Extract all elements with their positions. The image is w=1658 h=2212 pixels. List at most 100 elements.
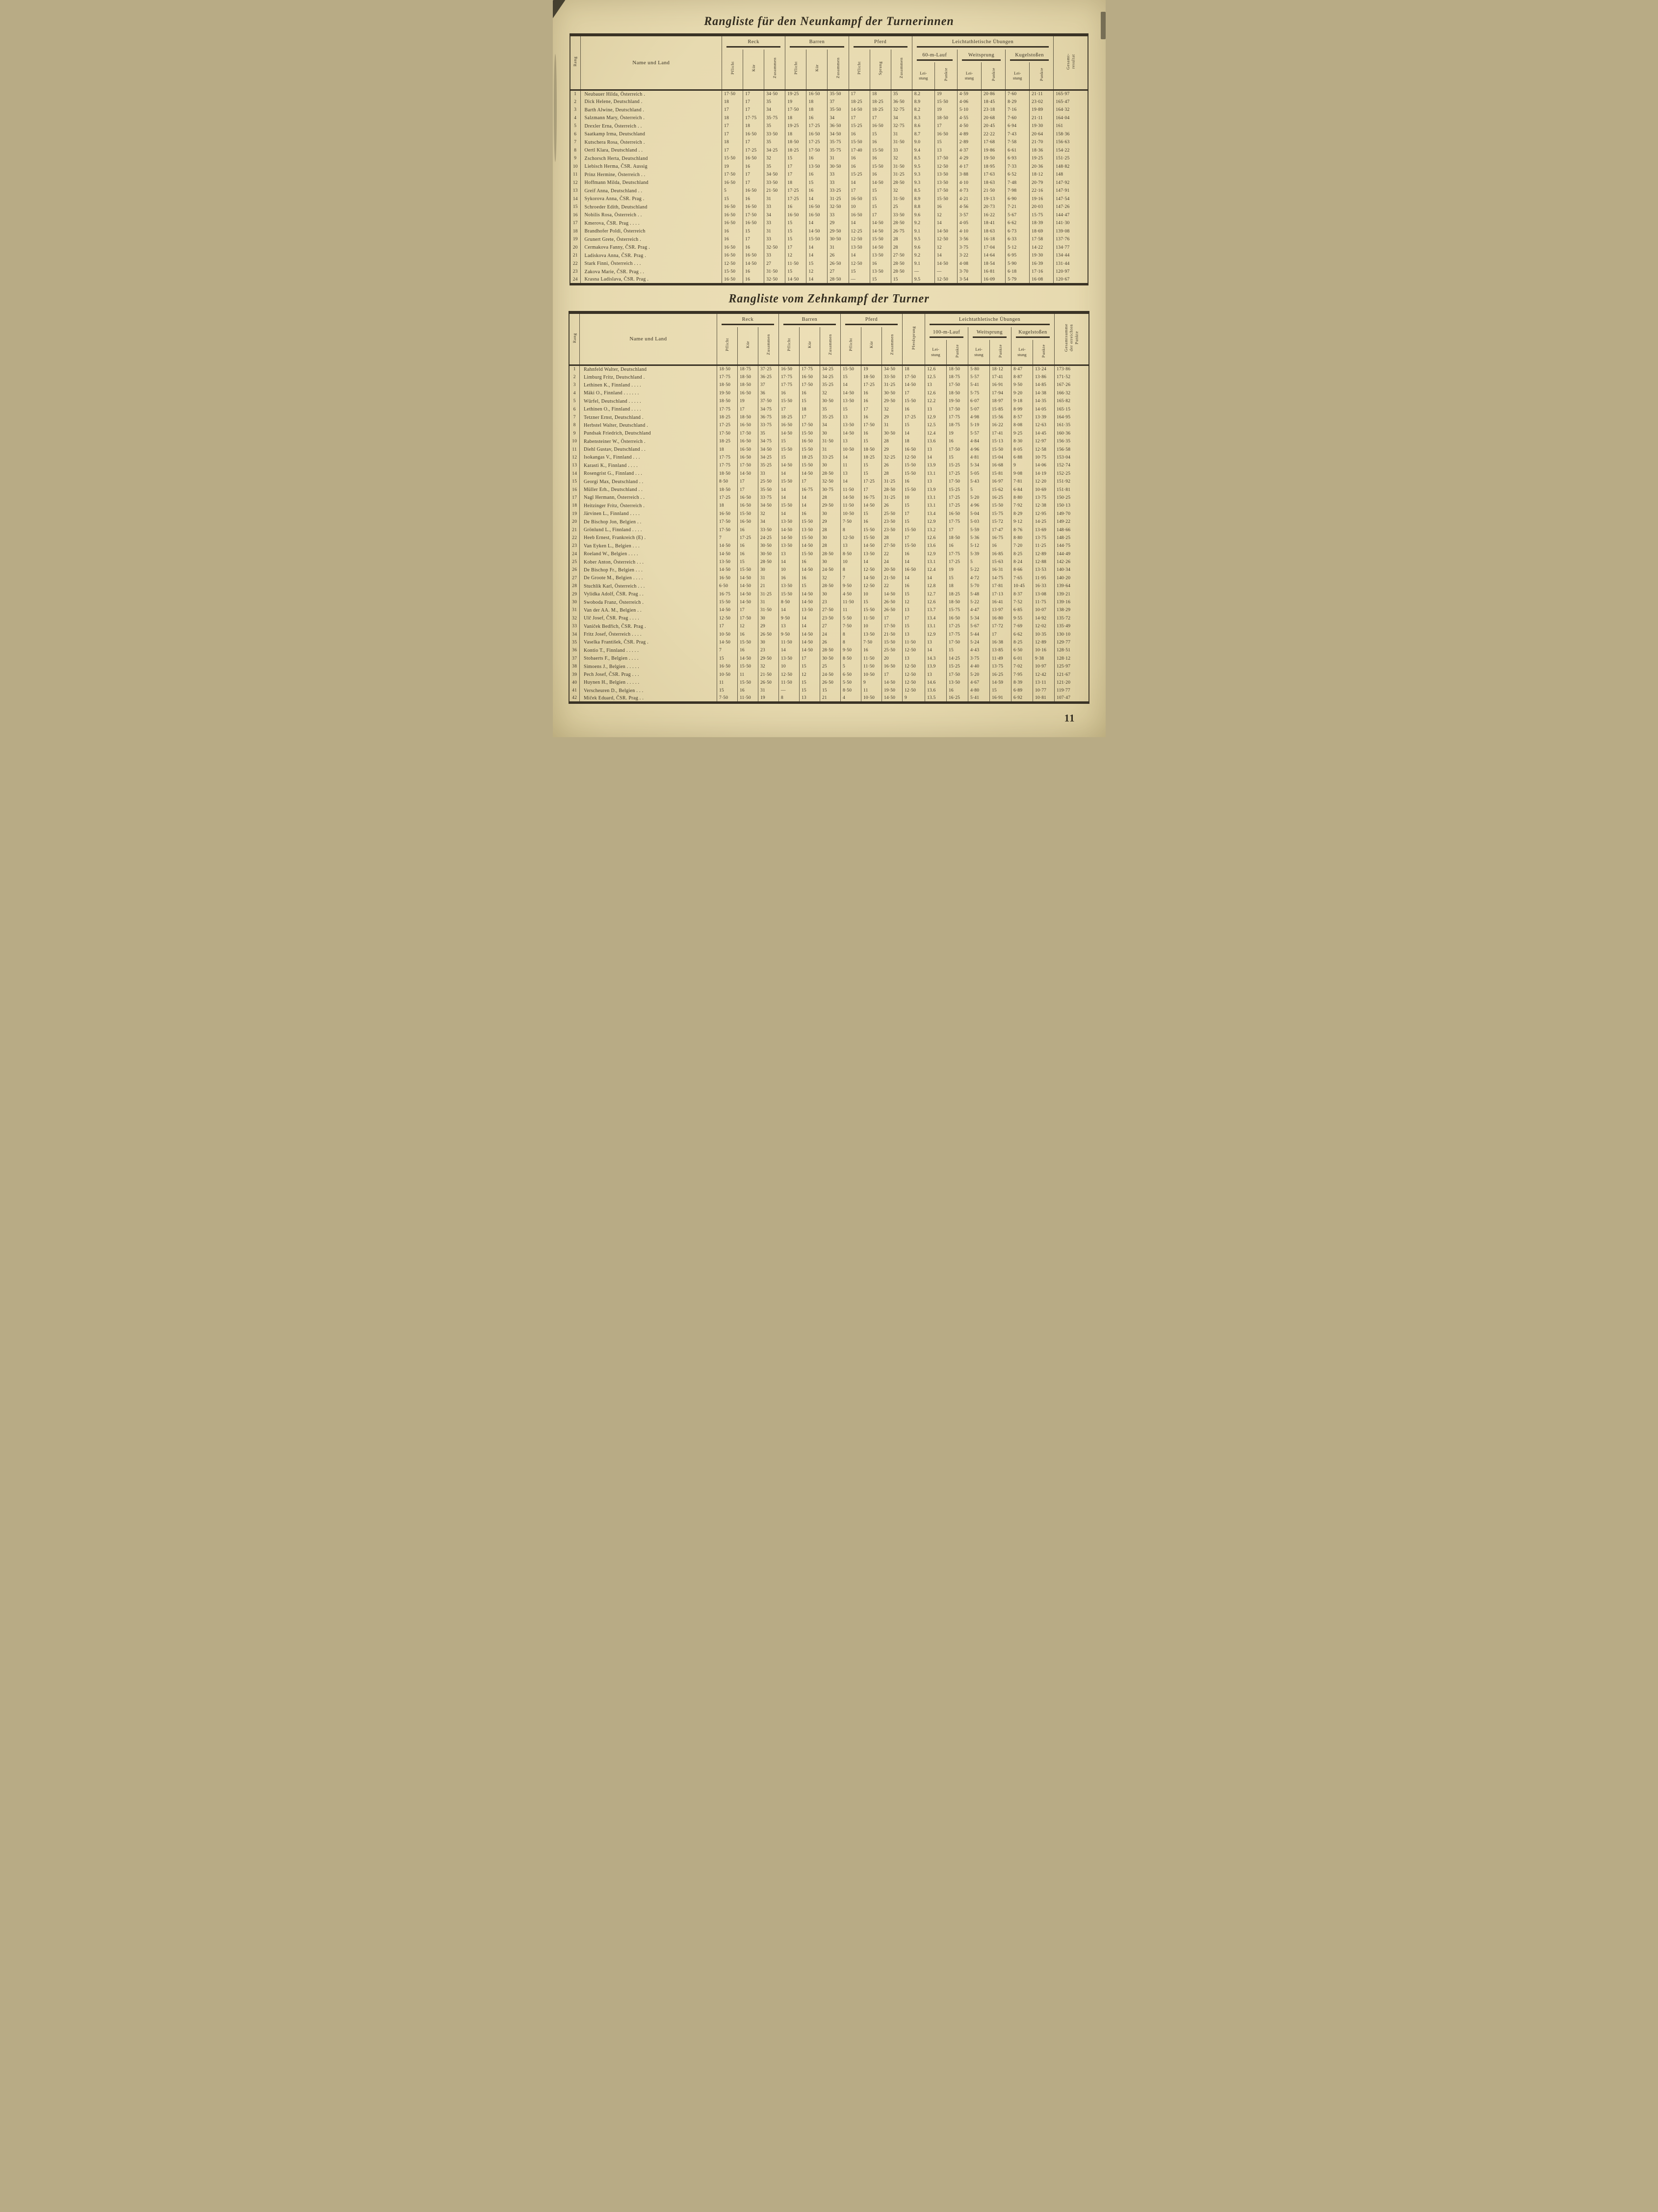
name-cell: Pech Josef, ČSR. Prag . . . [579, 670, 717, 679]
score-cell: 17 [737, 405, 758, 413]
score-cell: 15·75 [946, 606, 968, 615]
rank-cell: 28 [569, 582, 580, 591]
score-cell: 14 [778, 646, 800, 655]
score-cell: 15 [860, 437, 882, 446]
score-cell: 15 [869, 195, 891, 203]
score-cell: 17·41 [989, 429, 1011, 438]
name-cell: Liebisch Herma, ČSR. Aussig [580, 162, 723, 171]
score-cell: 17 [902, 389, 925, 398]
rank-cell: 36 [569, 646, 580, 655]
score-cell: 35 [764, 98, 786, 106]
score-cell: 19·50 [881, 687, 903, 695]
score-cell: 34 [890, 114, 912, 122]
score-cell: 3·75 [957, 243, 982, 252]
rank-cell: 16 [569, 486, 580, 494]
score-cell: 8·87 [1010, 373, 1033, 382]
score-cell: 17 [902, 510, 925, 518]
score-cell: 35 [890, 90, 912, 98]
group-header-pferd: Pferd [840, 312, 903, 327]
total-cell: 164·95 [1054, 413, 1089, 422]
score-cell: 18·41 [981, 219, 1006, 228]
score-cell: 18·25 [869, 98, 891, 106]
score-cell: 8·30 [1010, 437, 1033, 446]
score-cell: 4·96 [967, 445, 990, 454]
score-cell: 15·50 [860, 526, 882, 534]
score-cell: 16·50 [716, 510, 738, 518]
table-row: 24 Krasna Ladislava, ČSR. Prag . 16·50 16 32… [570, 276, 1088, 284]
score-cell: 34 [827, 114, 849, 122]
score-cell: 26·50 [819, 678, 841, 687]
score-cell: 18 [743, 122, 765, 130]
score-cell: 8·24 [1010, 558, 1033, 566]
score-cell: 3·22 [957, 252, 982, 260]
score-cell: 7·50 [716, 694, 738, 703]
score-cell: 13 [902, 606, 925, 615]
score-cell: 8.2 [911, 106, 935, 114]
score-cell: 14·50 [840, 429, 861, 438]
score-cell: 29 [881, 445, 903, 454]
score-cell: 9·50 [840, 582, 861, 591]
score-cell: 25·50 [881, 646, 903, 655]
score-cell: 7·43 [1005, 130, 1030, 138]
score-cell: 5·20 [967, 670, 990, 679]
score-cell: 31·25 [881, 477, 903, 486]
score-cell: 30 [819, 510, 841, 518]
score-cell: 17·25 [946, 469, 968, 478]
score-cell: 13·24 [1032, 365, 1055, 373]
score-cell: 14 [806, 276, 828, 284]
score-cell: 14·50 [778, 534, 800, 542]
score-cell: 16 [743, 268, 765, 276]
score-cell: 15·50 [799, 517, 820, 526]
name-cell: Roeland W., Belgien . . . . [579, 550, 717, 558]
name-cell: Vaselka František, ČSR. Prag . [579, 638, 717, 647]
name-cell: Pundsak Friedrich, Deutschland [579, 429, 717, 438]
score-cell: 34·50 [757, 502, 779, 510]
total-cell: 130·10 [1054, 630, 1089, 639]
score-cell: 16 [799, 574, 820, 583]
name-cell: Prinz Hermine, Österreich . . [580, 171, 723, 179]
score-cell: 30 [819, 558, 841, 566]
score-cell: 27 [819, 622, 841, 631]
score-cell: 6·73 [1005, 227, 1030, 235]
score-cell: 18 [722, 114, 744, 122]
total-cell: 156·63 [1053, 138, 1088, 147]
score-cell: 12·50 [934, 162, 958, 171]
score-cell: 17·68 [981, 138, 1006, 147]
score-cell: 3·56 [957, 235, 982, 244]
score-cell: 10·16 [1032, 646, 1055, 655]
score-cell: 31 [881, 421, 903, 430]
name-cell: Kmerova, ČSR. Prag . . . . [580, 219, 723, 228]
score-cell: 16·50 [722, 219, 744, 228]
score-cell: 9.0 [911, 138, 935, 147]
score-cell: 14·50 [869, 243, 891, 252]
score-cell: 6·94 [1005, 122, 1030, 130]
rank-cell: 19 [570, 235, 581, 244]
score-cell: 33 [890, 146, 912, 154]
score-cell: 4·72 [967, 574, 990, 583]
score-cell: 16·50 [743, 154, 765, 163]
score-cell: 34 [757, 517, 779, 526]
total-cell: 151·92 [1054, 477, 1089, 486]
score-cell: 9·25 [1010, 429, 1033, 438]
score-cell: 32·50 [819, 477, 841, 486]
total-cell: 148·82 [1053, 162, 1088, 171]
score-cell: 9 [1010, 462, 1033, 470]
table-row: 12 Hoffmann Milda, Deutschland 16·50 17 33·5… [570, 179, 1088, 187]
score-cell: 4·37 [957, 146, 982, 154]
score-cell: 18·39 [1029, 219, 1054, 228]
score-cell: 11·25 [1032, 542, 1055, 550]
score-cell: 17·58 [1029, 235, 1054, 244]
score-cell: 17·25 [806, 122, 828, 130]
score-cell: 7·92 [1010, 502, 1033, 510]
score-cell: 4·10 [957, 227, 982, 235]
name-cell: Fritz Josef, Österreich . . . . [579, 630, 717, 639]
score-cell: 9.6 [911, 211, 935, 219]
rank-cell: 12 [570, 179, 581, 187]
score-cell: 8·80 [1010, 534, 1033, 542]
score-cell: 5 [967, 486, 990, 494]
score-cell: 21·50 [764, 187, 786, 195]
score-cell: 35·25 [819, 381, 841, 389]
score-cell: 34·50 [881, 365, 903, 373]
score-cell: 15·50 [902, 397, 925, 406]
rank-cell: 5 [569, 397, 580, 406]
